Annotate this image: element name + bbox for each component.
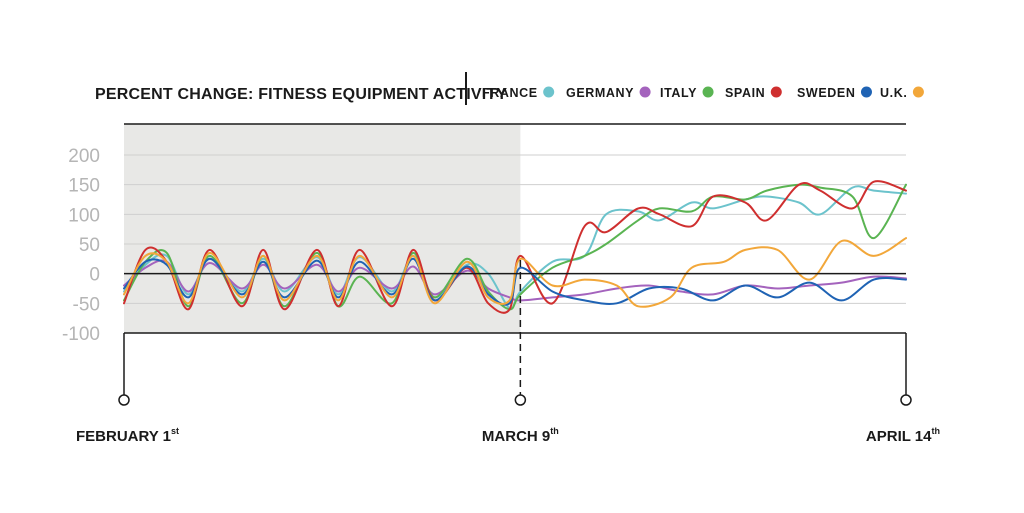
legend-swatch-france bbox=[543, 86, 555, 98]
timeline-marker bbox=[900, 394, 912, 406]
series-line-italy bbox=[123, 183, 907, 311]
legend-label-uk: U.K. bbox=[880, 86, 907, 100]
x-axis-label-suffix: th bbox=[932, 426, 941, 436]
x-axis-label: MARCH 9th bbox=[482, 426, 559, 445]
axes bbox=[124, 123, 906, 334]
shaded-region bbox=[124, 124, 521, 333]
timeline-marker bbox=[514, 394, 527, 406]
y-tick-label: 150 bbox=[68, 176, 100, 197]
y-tick-label: -100 bbox=[62, 324, 100, 345]
series-line-spain bbox=[123, 180, 907, 314]
legend-swatch-italy bbox=[702, 86, 714, 98]
x-axis-label: FEBRUARY 1st bbox=[76, 426, 179, 445]
timeline: FEBRUARY 1st MARCH 9th APRIL 14th bbox=[76, 260, 940, 445]
x-axis-label-suffix: th bbox=[550, 426, 559, 436]
legend-swatch-spain bbox=[770, 86, 782, 98]
legend-swatch-sweden bbox=[860, 86, 872, 98]
legend-swatch-germany bbox=[639, 86, 651, 98]
series-line-france bbox=[123, 185, 907, 310]
legend-label-germany: GERMANY bbox=[566, 86, 634, 100]
series-lines bbox=[123, 180, 907, 314]
y-tick-label: 0 bbox=[89, 265, 100, 286]
y-tick-label: -50 bbox=[73, 294, 100, 315]
y-axis-ticks: 200 150 100 50 0 -50 -100 bbox=[62, 146, 100, 345]
x-axis-label-suffix: st bbox=[171, 426, 179, 436]
x-axis-label: APRIL 14th bbox=[866, 426, 940, 445]
legend-swatch-uk bbox=[912, 86, 924, 98]
y-tick-label: 50 bbox=[79, 235, 100, 256]
legend-label-spain: SPAIN bbox=[725, 86, 765, 100]
legend-label-italy: ITALY bbox=[660, 86, 697, 100]
legend-label-sweden: SWEDEN bbox=[797, 86, 855, 100]
grid bbox=[124, 154, 906, 304]
timeline-marker bbox=[118, 394, 130, 406]
legend: FRANCE GERMANY ITALY SPAIN SWEDEN U.K. bbox=[482, 86, 924, 100]
y-tick-label: 200 bbox=[68, 146, 100, 167]
y-tick-label: 100 bbox=[68, 205, 100, 226]
series-line-uk bbox=[123, 237, 907, 308]
legend-label-france: FRANCE bbox=[482, 86, 538, 100]
chart-title: PERCENT CHANGE: FITNESS EQUIPMENT ACTIVI… bbox=[95, 86, 507, 103]
